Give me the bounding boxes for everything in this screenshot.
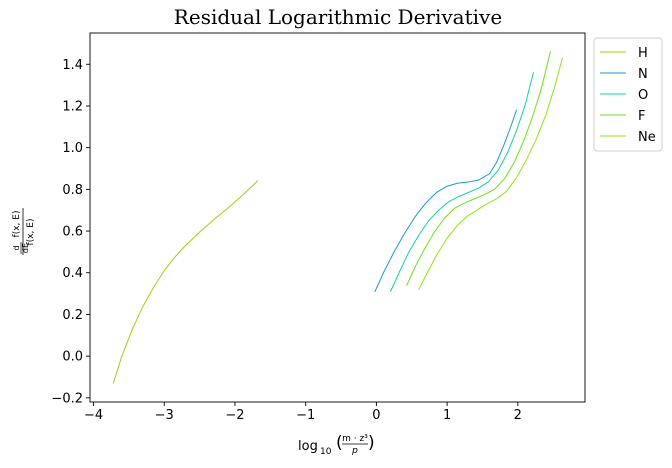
legend-box bbox=[593, 37, 663, 152]
series-line-ne bbox=[418, 57, 563, 290]
x-tick-label: 1 bbox=[443, 408, 451, 423]
y-axis-d: d bbox=[12, 245, 21, 250]
y-tick-label: 0.4 bbox=[62, 266, 83, 281]
series-line-f bbox=[406, 51, 551, 286]
y-tick-label: 0.8 bbox=[62, 183, 83, 198]
y-tick-label: 0.2 bbox=[62, 308, 83, 323]
x-axis-numerator: m · z³ bbox=[342, 434, 368, 444]
chart-title: Residual Logarithmic Derivative bbox=[174, 5, 502, 29]
x-tick-label: −2 bbox=[225, 408, 244, 423]
legend-label-n: N bbox=[638, 67, 648, 82]
y-axis-numerator-func: f(x, E) bbox=[12, 211, 22, 238]
x-tick-label: 0 bbox=[372, 408, 380, 423]
series-line-n bbox=[374, 109, 517, 293]
y-axis-label: d dE f(x, E) f(x, E) bbox=[12, 208, 36, 255]
y-tick-label: 1.2 bbox=[62, 99, 83, 114]
plot-area: −4 −3 −2 −1 0 1 2 −0.2 0.0 0.2 0.4 0.6 0.8 1.0 1.2 1.4 bbox=[51, 32, 586, 423]
y-tick-label: 0.0 bbox=[62, 350, 83, 365]
x-tick-label: 2 bbox=[514, 408, 522, 423]
legend-label-ne: Ne bbox=[638, 130, 656, 145]
x-axis-open-paren: ( bbox=[336, 433, 343, 453]
y-tick-label: 1.0 bbox=[62, 141, 83, 156]
x-tick-label: −1 bbox=[296, 408, 315, 423]
y-tick-label: 0.6 bbox=[62, 225, 83, 240]
x-tick-label: −3 bbox=[155, 408, 174, 423]
x-tick-label: −4 bbox=[84, 408, 103, 423]
x-axis-label: log 10 ( m · z³ p ) bbox=[298, 433, 375, 457]
y-tick-label: 1.4 bbox=[62, 58, 83, 73]
y-axis-denominator: f(x, E) bbox=[26, 219, 36, 246]
x-axis-denominator: p bbox=[351, 446, 358, 456]
legend-label-f: F bbox=[638, 109, 645, 124]
legend-label-h: H bbox=[638, 46, 648, 61]
x-axis-subscript: 10 bbox=[320, 447, 332, 457]
y-tick-label: −0.2 bbox=[51, 391, 83, 406]
x-axis-close-paren: ) bbox=[368, 433, 375, 453]
x-axis-log: log bbox=[298, 439, 318, 454]
y-axis-dE: dE bbox=[21, 243, 30, 253]
series-line-h bbox=[112, 180, 259, 384]
series-line-o bbox=[390, 72, 534, 293]
plot-frame bbox=[89, 32, 586, 403]
legend-label-o: O bbox=[638, 88, 648, 103]
